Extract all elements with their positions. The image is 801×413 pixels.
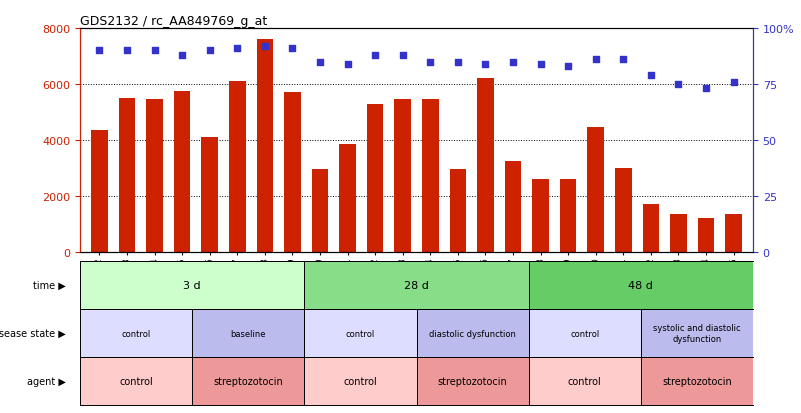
Bar: [505, 161, 521, 252]
Bar: [312, 170, 328, 252]
Bar: [533, 180, 549, 252]
Point: [286, 46, 299, 52]
Bar: [304, 357, 417, 405]
Bar: [698, 219, 714, 252]
Point: [590, 57, 602, 64]
Point: [617, 57, 630, 64]
Point: [396, 52, 409, 59]
Bar: [529, 357, 641, 405]
Bar: [670, 215, 686, 252]
Bar: [726, 215, 742, 252]
Bar: [304, 262, 529, 309]
Text: systolic and diastolic
dysfunction: systolic and diastolic dysfunction: [653, 323, 741, 343]
Point: [93, 48, 106, 55]
Bar: [91, 131, 107, 252]
Point: [424, 59, 437, 66]
Bar: [229, 82, 246, 252]
Point: [175, 52, 188, 59]
Point: [314, 59, 327, 66]
Bar: [304, 309, 417, 357]
Bar: [417, 357, 529, 405]
Bar: [587, 128, 604, 252]
Point: [121, 48, 134, 55]
Bar: [560, 180, 577, 252]
Point: [203, 48, 216, 55]
Bar: [284, 93, 300, 252]
Point: [562, 64, 574, 70]
Bar: [174, 92, 191, 252]
Point: [506, 59, 519, 66]
Text: baseline: baseline: [231, 329, 266, 338]
Text: control: control: [568, 376, 602, 386]
Point: [231, 46, 244, 52]
Bar: [340, 145, 356, 252]
Bar: [192, 309, 304, 357]
Bar: [367, 104, 384, 252]
Point: [341, 62, 354, 68]
Bar: [641, 357, 753, 405]
Text: streptozotocin: streptozotocin: [437, 376, 508, 386]
Point: [727, 79, 740, 86]
Point: [259, 43, 272, 50]
Point: [645, 73, 658, 79]
Point: [534, 62, 547, 68]
Text: control: control: [344, 376, 377, 386]
Point: [368, 52, 381, 59]
Point: [672, 81, 685, 88]
Text: control: control: [570, 329, 599, 338]
Point: [452, 59, 465, 66]
Bar: [147, 100, 163, 252]
Text: 3 d: 3 d: [183, 280, 201, 290]
Point: [148, 48, 161, 55]
Text: diastolic dysfunction: diastolic dysfunction: [429, 329, 516, 338]
Bar: [256, 40, 273, 252]
Text: control: control: [122, 329, 151, 338]
Text: time ▶: time ▶: [34, 280, 66, 290]
Bar: [417, 309, 529, 357]
Text: 28 d: 28 d: [404, 280, 429, 290]
Bar: [477, 79, 493, 252]
Text: streptozotocin: streptozotocin: [213, 376, 284, 386]
Bar: [80, 357, 192, 405]
Text: GDS2132 / rc_AA849769_g_at: GDS2132 / rc_AA849769_g_at: [80, 15, 268, 28]
Text: agent ▶: agent ▶: [27, 376, 66, 386]
Bar: [615, 169, 632, 252]
Bar: [80, 262, 304, 309]
Text: 48 d: 48 d: [628, 280, 654, 290]
Bar: [192, 357, 304, 405]
Text: control: control: [346, 329, 375, 338]
Bar: [422, 100, 439, 252]
Bar: [201, 138, 218, 252]
Bar: [119, 99, 135, 252]
Bar: [449, 170, 466, 252]
Bar: [529, 309, 641, 357]
Bar: [641, 309, 753, 357]
Text: control: control: [119, 376, 153, 386]
Point: [699, 86, 712, 93]
Bar: [529, 262, 753, 309]
Text: streptozotocin: streptozotocin: [662, 376, 732, 386]
Bar: [80, 309, 192, 357]
Text: disease state ▶: disease state ▶: [0, 328, 66, 338]
Bar: [642, 205, 659, 252]
Bar: [394, 100, 411, 252]
Point: [479, 62, 492, 68]
